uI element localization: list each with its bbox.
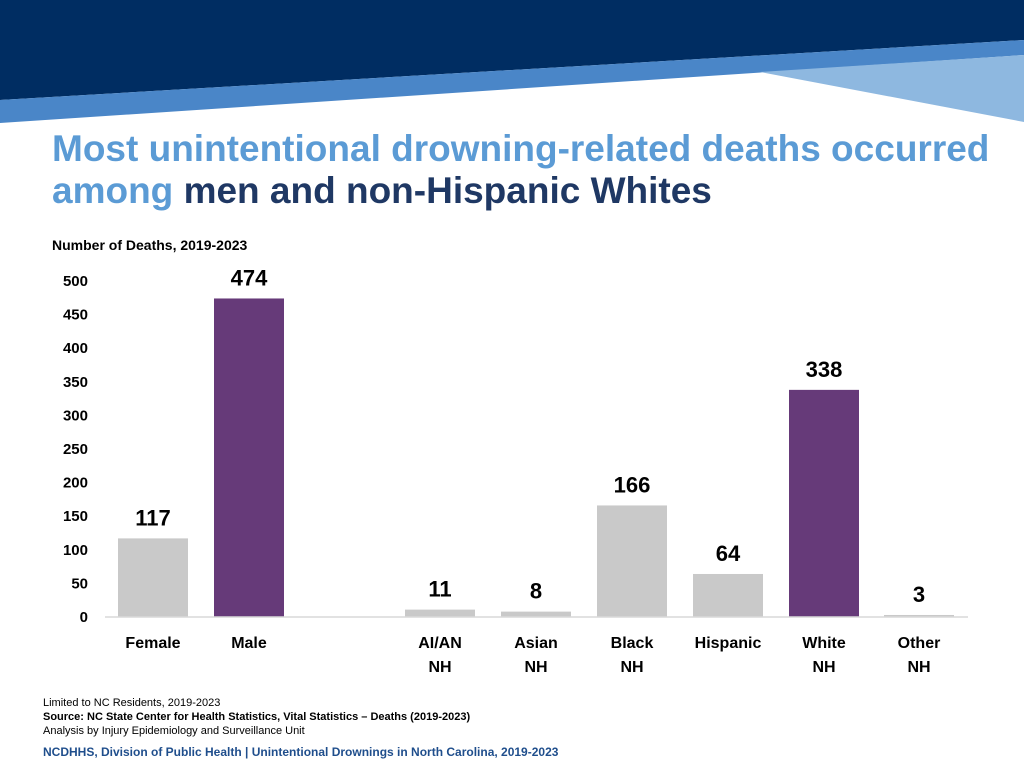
x-tick-label: NH	[524, 659, 547, 676]
header-navy-band	[0, 0, 1024, 100]
x-tick-label: Hispanic	[695, 635, 762, 652]
x-tick-label: Asian	[514, 635, 558, 652]
header-banner	[0, 0, 1024, 123]
y-tick-label: 200	[63, 475, 88, 492]
footer-analysis: Analysis by Injury Epidemiology and Surv…	[43, 725, 305, 737]
page-title-part1: Most unintentional drowning-related deat…	[52, 128, 990, 211]
header-light-stripe	[760, 55, 1024, 122]
x-tick-label: Male	[231, 635, 267, 652]
x-tick-label: Black	[611, 635, 654, 652]
y-tick-label: 250	[63, 441, 88, 458]
footer-note-residents: Limited to NC Residents, 2019-2023	[43, 697, 221, 709]
y-tick-label: 500	[63, 273, 88, 290]
data-label: 11	[428, 577, 451, 602]
x-tick-label: AI/AN	[418, 635, 462, 652]
data-label: 3	[913, 582, 925, 607]
page-title: Most unintentional drowning-related deat…	[52, 128, 1024, 212]
x-tick-label: White	[802, 635, 846, 652]
footer-source: Source: NC State Center for Health Stati…	[43, 711, 471, 723]
y-tick-label: 400	[63, 340, 88, 357]
y-tick-label: 300	[63, 407, 88, 424]
bar	[405, 609, 475, 617]
bar-chart: Number of Deaths, 2019-2023 0 50 100 150 200 2…	[52, 237, 968, 676]
bar	[789, 389, 859, 617]
bar	[597, 505, 667, 617]
header-blue-stripe	[0, 40, 1024, 123]
y-tick-label: 350	[63, 374, 88, 391]
bar	[501, 611, 571, 617]
y-tick-label: 150	[63, 508, 88, 525]
y-tick-label: 50	[71, 575, 88, 592]
bar	[884, 614, 954, 617]
bar	[214, 298, 284, 617]
x-tick-label: NH	[907, 659, 930, 676]
data-label: 117	[135, 505, 171, 530]
y-axis-label: Number of Deaths, 2019-2023	[52, 237, 248, 253]
bar	[118, 538, 188, 617]
data-label: 64	[716, 541, 741, 566]
x-tick-label: NH	[812, 659, 835, 676]
data-label: 474	[231, 265, 268, 290]
x-tick-label: NH	[620, 659, 643, 676]
data-label: 338	[806, 357, 843, 382]
bar	[693, 573, 763, 617]
y-tick-label: 100	[63, 542, 88, 559]
page-title-part2: men and non-Hispanic Whites	[183, 170, 712, 211]
y-tick-label: 0	[80, 609, 88, 626]
data-label: 8	[530, 579, 542, 604]
x-tick-label: NH	[428, 659, 451, 676]
x-tick-label: Female	[125, 635, 180, 652]
x-tick-label: Other	[898, 635, 941, 652]
footer-brand: NCDHHS, Division of Public Health | Unin…	[43, 745, 559, 759]
data-label: 166	[614, 472, 651, 497]
y-tick-label: 450	[63, 307, 88, 324]
